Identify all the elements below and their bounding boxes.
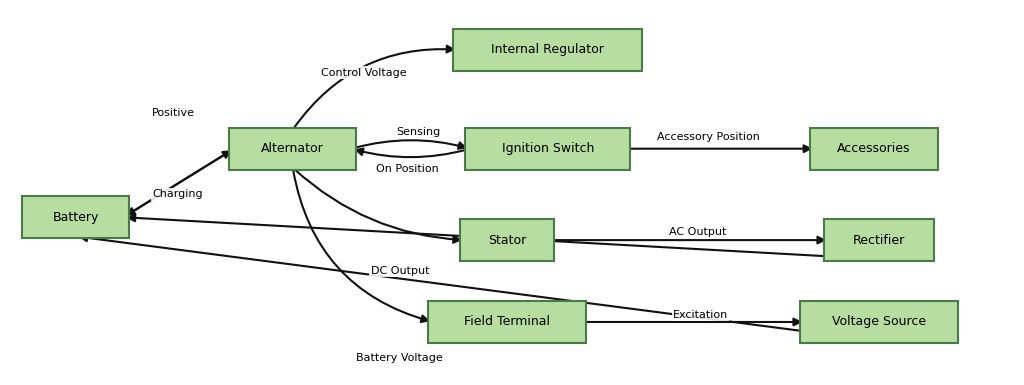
FancyBboxPatch shape xyxy=(23,196,129,238)
FancyBboxPatch shape xyxy=(810,128,938,170)
Text: Accessories: Accessories xyxy=(838,142,910,155)
FancyBboxPatch shape xyxy=(428,301,586,343)
FancyBboxPatch shape xyxy=(454,29,642,70)
Text: Sensing: Sensing xyxy=(396,127,440,137)
Text: Voltage Source: Voltage Source xyxy=(833,315,926,328)
Text: Alternator: Alternator xyxy=(261,142,325,155)
Text: Excitation: Excitation xyxy=(673,310,728,320)
Text: Charging: Charging xyxy=(153,189,203,199)
Text: Internal Regulator: Internal Regulator xyxy=(492,43,604,56)
Text: AC Output: AC Output xyxy=(669,228,726,238)
Text: On Position: On Position xyxy=(376,164,438,174)
Text: Battery Voltage: Battery Voltage xyxy=(356,353,443,363)
FancyBboxPatch shape xyxy=(824,219,934,261)
Text: Rectifier: Rectifier xyxy=(853,234,905,247)
FancyBboxPatch shape xyxy=(465,128,631,170)
FancyBboxPatch shape xyxy=(800,301,958,343)
FancyBboxPatch shape xyxy=(460,219,554,261)
Text: Control Voltage: Control Voltage xyxy=(322,67,407,77)
Text: Stator: Stator xyxy=(487,234,526,247)
Text: Accessory Position: Accessory Position xyxy=(657,132,760,142)
Text: Ignition Switch: Ignition Switch xyxy=(502,142,594,155)
FancyBboxPatch shape xyxy=(229,128,356,170)
Text: Field Terminal: Field Terminal xyxy=(464,315,550,328)
Text: Battery: Battery xyxy=(52,211,98,224)
Text: DC Output: DC Output xyxy=(371,266,429,276)
Text: Positive: Positive xyxy=(152,107,195,117)
